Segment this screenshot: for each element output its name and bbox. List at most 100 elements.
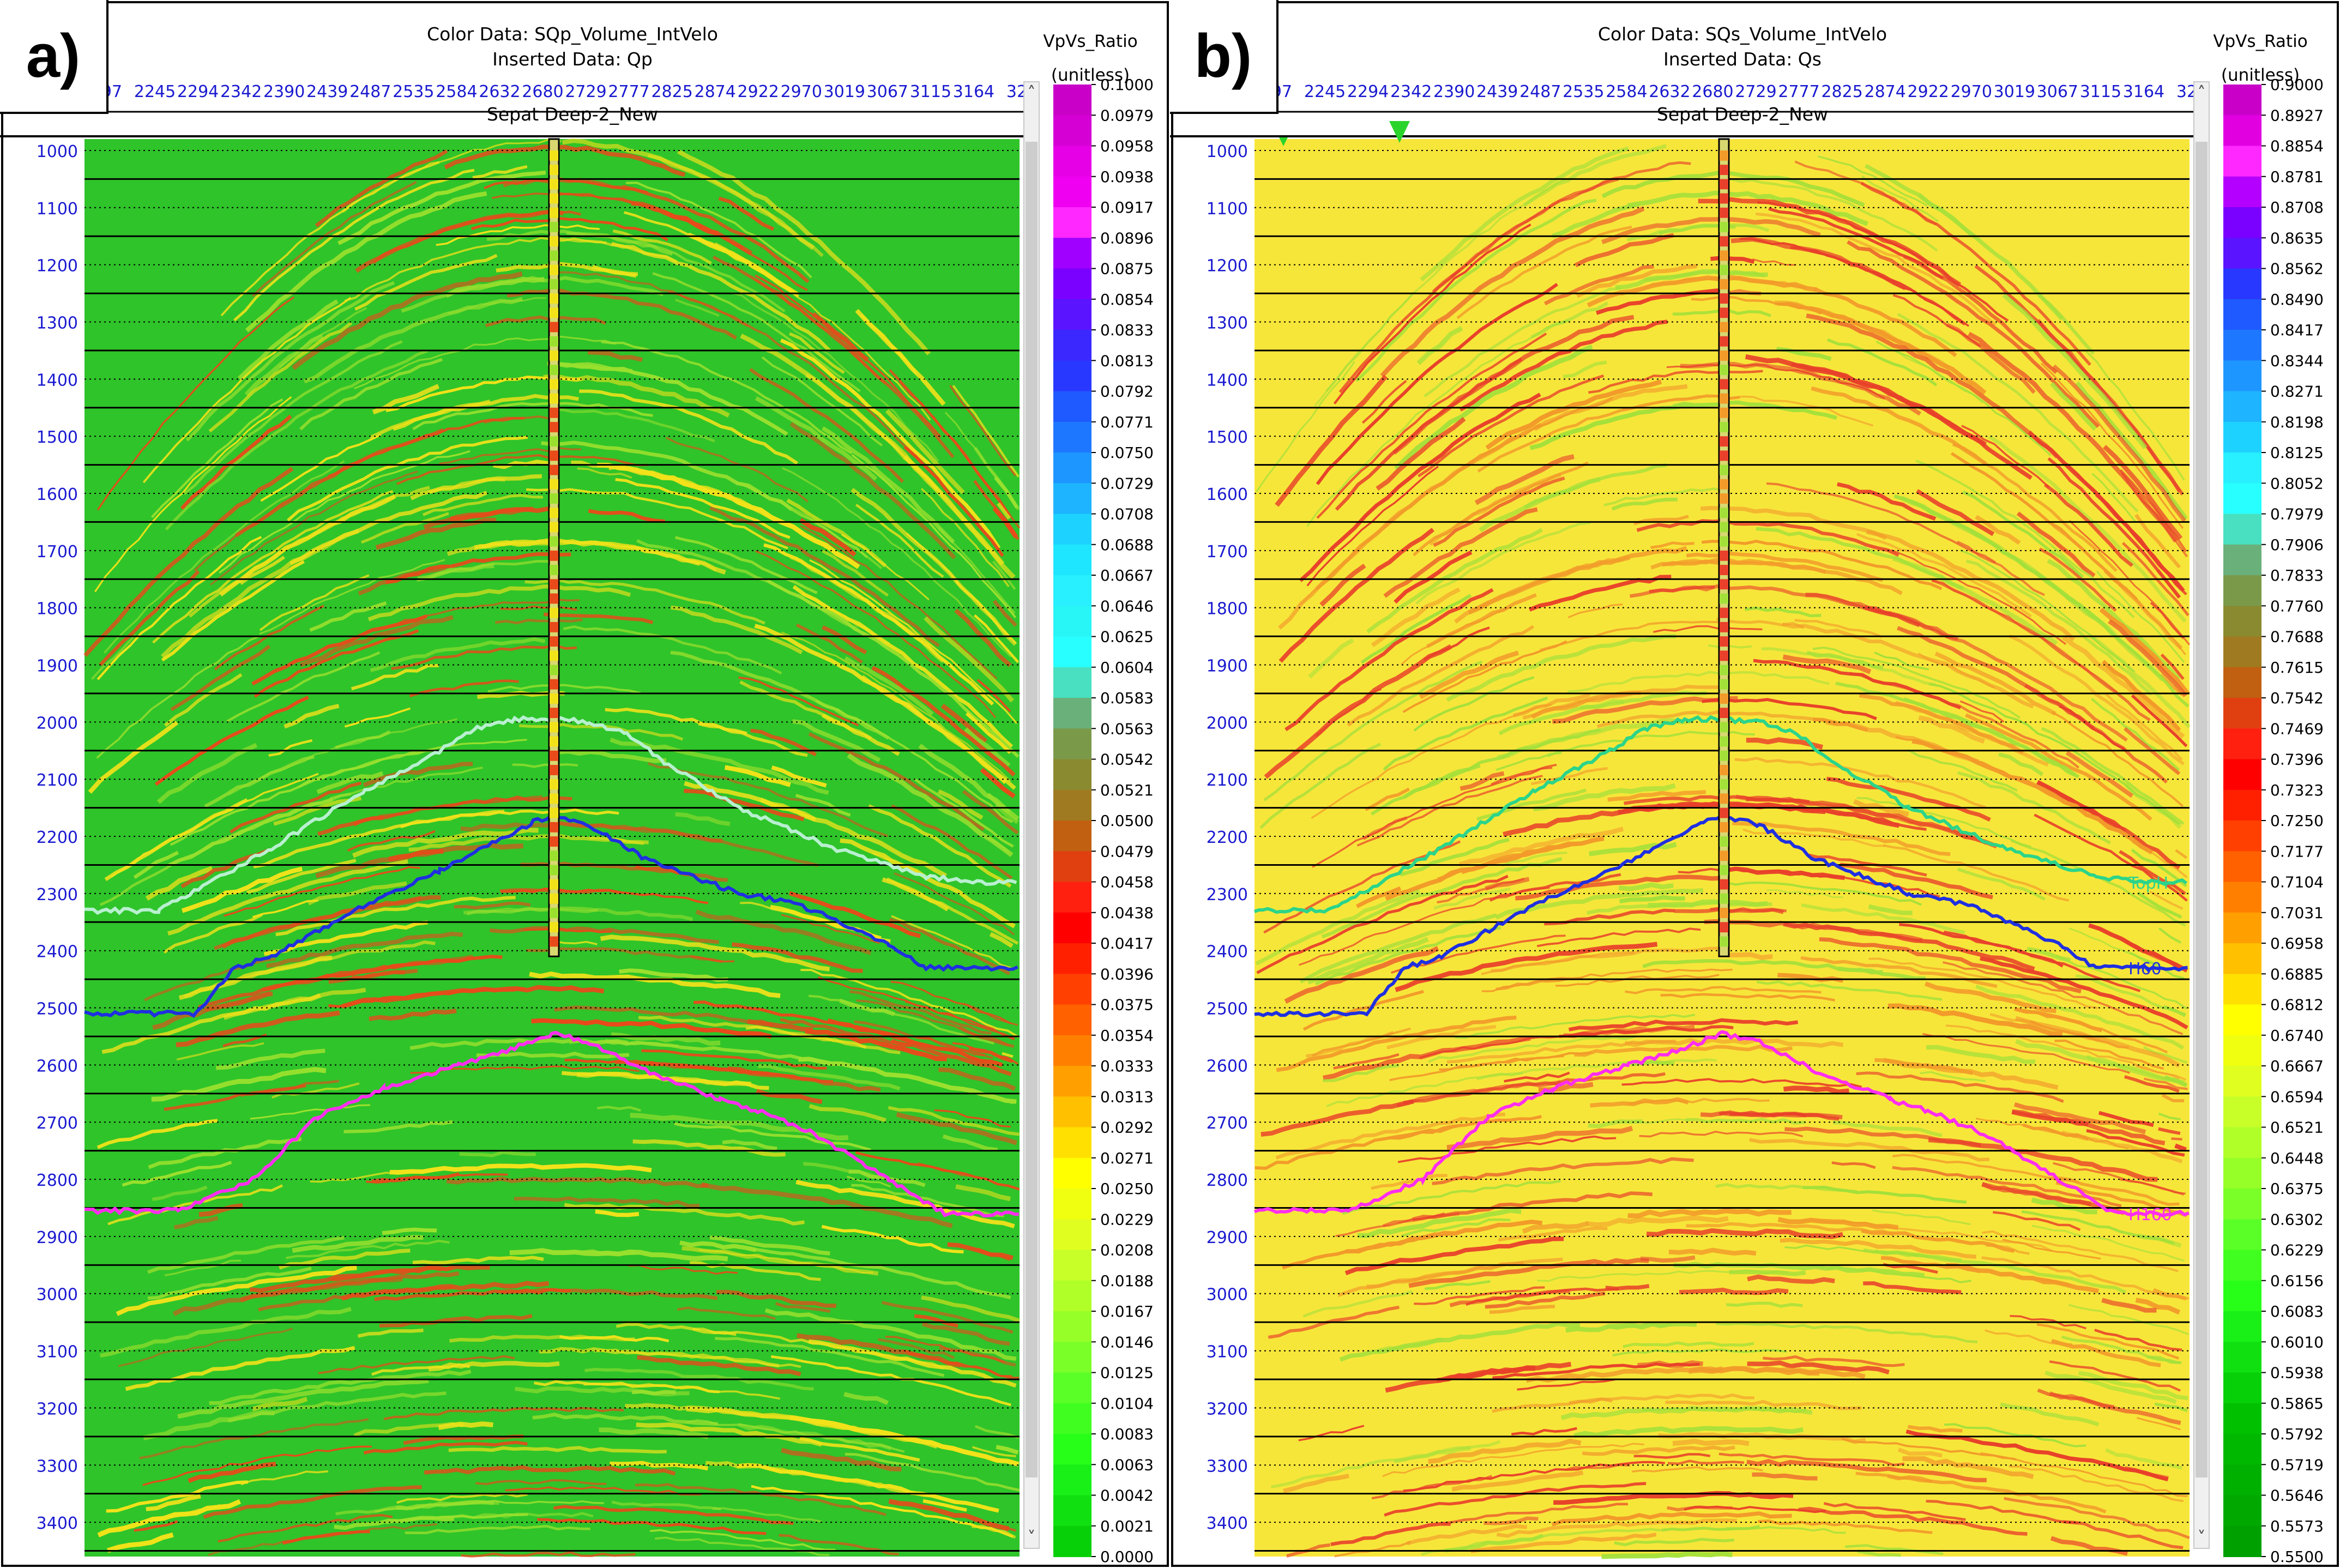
colorbar-tick-label: 0.5573 [2270, 1517, 2324, 1535]
colorbar-tick-label: 0.0042 [1100, 1487, 1154, 1505]
panel-label-a: a) [0, 0, 108, 114]
colorbar-tick-label: 0.0625 [1100, 628, 1154, 646]
y-tick-label: 1900 [1207, 657, 1248, 676]
colorbar-tick-label: 0.7906 [2270, 536, 2324, 554]
horizon-h160 [84, 1030, 1019, 1218]
colorbar-tick-label: 0.0792 [1100, 383, 1154, 401]
y-tick-label: 2500 [1207, 1000, 1248, 1019]
colorbar-tick-label: 0.7031 [2270, 904, 2324, 922]
colorbar-swatch [1053, 85, 1091, 116]
colorbar-swatch [2223, 636, 2261, 668]
colorbar-swatch [2223, 299, 2261, 330]
y-tick-label: 1600 [37, 485, 78, 504]
colorbar-swatch [1053, 789, 1091, 821]
horizon-label-toph: TopH [2128, 874, 2168, 893]
y-tick-label: 3300 [1207, 1457, 1248, 1476]
colorbar-tick-label: 0.0979 [1100, 106, 1154, 124]
colorbar-tick-label: 0.6302 [2270, 1210, 2324, 1228]
x-tick-label: 2874 [1864, 82, 1905, 101]
y-tick-label: 2800 [1207, 1171, 1248, 1190]
colorbar-swatch [1053, 483, 1091, 515]
colorbar-tick-label: 0.9000 [2270, 76, 2324, 94]
colorbar-swatch [1053, 391, 1091, 423]
colorbar-tick-label: 0.0333 [1100, 1057, 1154, 1075]
color-data-label-a: Color Data: SQp_Volume_IntVelo [427, 23, 718, 45]
colorbar-tick-label: 0.6594 [2270, 1088, 2324, 1106]
x-tick-label: 2632 [1649, 82, 1690, 101]
y-tick-label: 2400 [1207, 943, 1248, 962]
colorbar-tick-label: 0.0125 [1100, 1364, 1154, 1382]
colorbar-tick-label: 0.8927 [2270, 106, 2324, 124]
colorbar-swatch [2223, 1189, 2261, 1220]
colorbar-swatch [1053, 1280, 1091, 1312]
colorbar-swatch [2223, 360, 2261, 392]
colorbar-swatch [1053, 698, 1091, 729]
colorbar-swatch [2223, 1495, 2261, 1527]
y-tick-label: 2100 [37, 771, 78, 790]
x-tick-label: 2584 [1606, 82, 1647, 101]
colorbar-swatch [1053, 1434, 1091, 1466]
scroll-down-icon: ˅ [1028, 1528, 1036, 1547]
colorbar-tick-label: 0.0500 [1100, 812, 1154, 830]
x-tick-label: 2970 [781, 82, 822, 101]
x-tick-label: 2777 [1778, 82, 1819, 101]
inserted-data-label-b: Inserted Data: Qs [1663, 49, 1822, 70]
colorbar-tick-label: 0.7177 [2270, 842, 2324, 860]
colorbar-swatch [2223, 728, 2261, 760]
well-track [1718, 138, 1730, 957]
colorbar-swatch [1053, 514, 1091, 545]
panel-b: TopH H60 H160 1000 1100 1200 1300 1400 1500 1600 1… [1170, 0, 2340, 1568]
y-axis: 1000 1100 1200 1300 1400 1500 1600 1700 1800 1900… [1207, 142, 1248, 1533]
colorbar-swatch [2223, 1066, 2261, 1097]
colorbar-tick-label: 0.0542 [1100, 751, 1154, 769]
colorbar-tick-label: 0.0417 [1100, 934, 1154, 952]
colorbar-tick-label: 0.5646 [2270, 1487, 2324, 1505]
colorbar-tick-label: 0.7760 [2270, 597, 2324, 615]
x-tick-label: 3164 [953, 82, 994, 101]
x-tick-label: 2535 [393, 82, 434, 101]
colorbar-swatch [2223, 759, 2261, 791]
colorbar-swatch [1053, 421, 1091, 453]
y-axis: 1000 1100 1200 1300 1400 1500 1600 1700 1800 1900… [37, 142, 78, 1533]
colorbar-tick-label: 0.0354 [1100, 1027, 1154, 1045]
colorbar-tick-label: 0.0167 [1100, 1302, 1154, 1320]
x-tick-label: 2632 [479, 82, 520, 101]
colorbar-swatch [1053, 176, 1091, 208]
colorbar-swatch [2223, 1525, 2261, 1557]
colorbar-swatch [1053, 851, 1091, 883]
colorbar: 0.1000 0.0979 0.0958 0.0938 0.0917 0.0896 0.08… [1053, 76, 1154, 1566]
colorbar-tick-label: 0.0396 [1100, 965, 1154, 983]
x-tick-label: 3115 [910, 82, 951, 101]
scrollbar-thumb [2196, 142, 2208, 1477]
colorbar-tick-label: 0.0563 [1100, 720, 1154, 738]
y-tick-label: 1000 [37, 142, 78, 161]
x-tick-label: 2294 [1347, 82, 1389, 101]
colorbar-tick-label: 0.6958 [2270, 934, 2324, 952]
colorbar-tick-label: 0.8417 [2270, 321, 2324, 339]
x-tick-label: 2342 [1390, 82, 1432, 101]
colorbar-swatch [1053, 1372, 1091, 1404]
well-name-a: Sepat Deep-2_New [486, 104, 659, 125]
panel-label-b: b) [1170, 0, 1278, 114]
colorbar-tick-label: 0.8708 [2270, 198, 2324, 216]
y-tick-label: 3400 [37, 1514, 78, 1533]
colorbar-tick-label: 0.6229 [2270, 1241, 2324, 1259]
x-tick-label: 2245 [1304, 82, 1346, 101]
x-tick-label: 2680 [522, 82, 563, 101]
y-tick-label: 3100 [1207, 1343, 1248, 1362]
colorbar-tick-label: 0.5792 [2270, 1425, 2324, 1443]
colorbar-swatch [2223, 943, 2261, 975]
colorbar-tick-label: 0.6885 [2270, 965, 2324, 983]
y-tick-label: 1300 [1207, 313, 1248, 333]
colorbar-swatch [2223, 851, 2261, 883]
horizon-h160 [1253, 1030, 2190, 1217]
colorbar-swatch [1053, 636, 1091, 668]
y-tick-label: 1700 [37, 542, 78, 562]
y-tick-label: 2600 [37, 1057, 78, 1076]
x-tick-label: 2970 [1951, 82, 1992, 101]
colorbar-swatch [1053, 1189, 1091, 1220]
colorbar-tick-label: 0.6448 [2270, 1149, 2324, 1167]
colorbar-swatch [2223, 115, 2261, 147]
y-tick-label: 1500 [37, 428, 78, 447]
colorbar-swatch [1053, 1525, 1091, 1557]
